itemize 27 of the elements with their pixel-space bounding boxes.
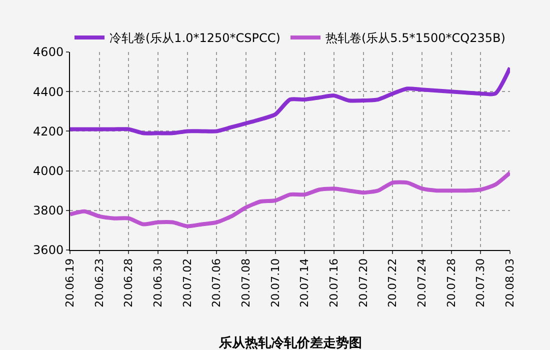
x-tick-label: 20.06.23 bbox=[92, 258, 106, 308]
y-tick-label: 3800 bbox=[33, 204, 64, 218]
x-tick-label: 20.07.20 bbox=[356, 258, 370, 308]
line-series bbox=[70, 66, 510, 136]
text: 乐从热轧冷轧价差走势图 bbox=[218, 335, 362, 350]
y-tick-label: 4600 bbox=[33, 45, 64, 60]
x-tick-label: 20.07.08 bbox=[240, 258, 253, 308]
x-tick-label: 20.07.16 bbox=[328, 258, 341, 308]
x-tick-label: 20.06.19 bbox=[64, 258, 77, 308]
x-tick-label: 20.08.03 bbox=[504, 258, 517, 308]
line-series bbox=[70, 170, 510, 228]
x-tick-label: 20.06.30 bbox=[152, 258, 165, 308]
y-tick-label: 3600 bbox=[33, 243, 64, 258]
y-tick-label: 4200 bbox=[33, 124, 64, 138]
y-tick-label: 4000 bbox=[33, 164, 64, 178]
x-tick-label: 20.07.02 bbox=[180, 258, 194, 308]
x-tick-label: 20.07.10 bbox=[268, 258, 282, 308]
x-tick-label: 20.07.06 bbox=[210, 258, 224, 308]
y-tick-label: 4400 bbox=[33, 84, 64, 99]
x-tick-label: 20.07.14 bbox=[298, 258, 312, 308]
x-tick-label: 20.06.28 bbox=[122, 258, 136, 308]
x-tick-label: 20.07.28 bbox=[444, 258, 458, 308]
legend-label: 冷轧卷(乐从1.0*1250*CSPCC) bbox=[110, 31, 280, 46]
x-tick-label: 20.07.30 bbox=[474, 258, 488, 308]
legend-label: 热轧卷(乐从5.5*1500*CQ235B) bbox=[325, 31, 506, 46]
x-tick-label: 20.07.24 bbox=[416, 258, 429, 308]
x-tick-label: 20.07.22 bbox=[386, 258, 400, 308]
